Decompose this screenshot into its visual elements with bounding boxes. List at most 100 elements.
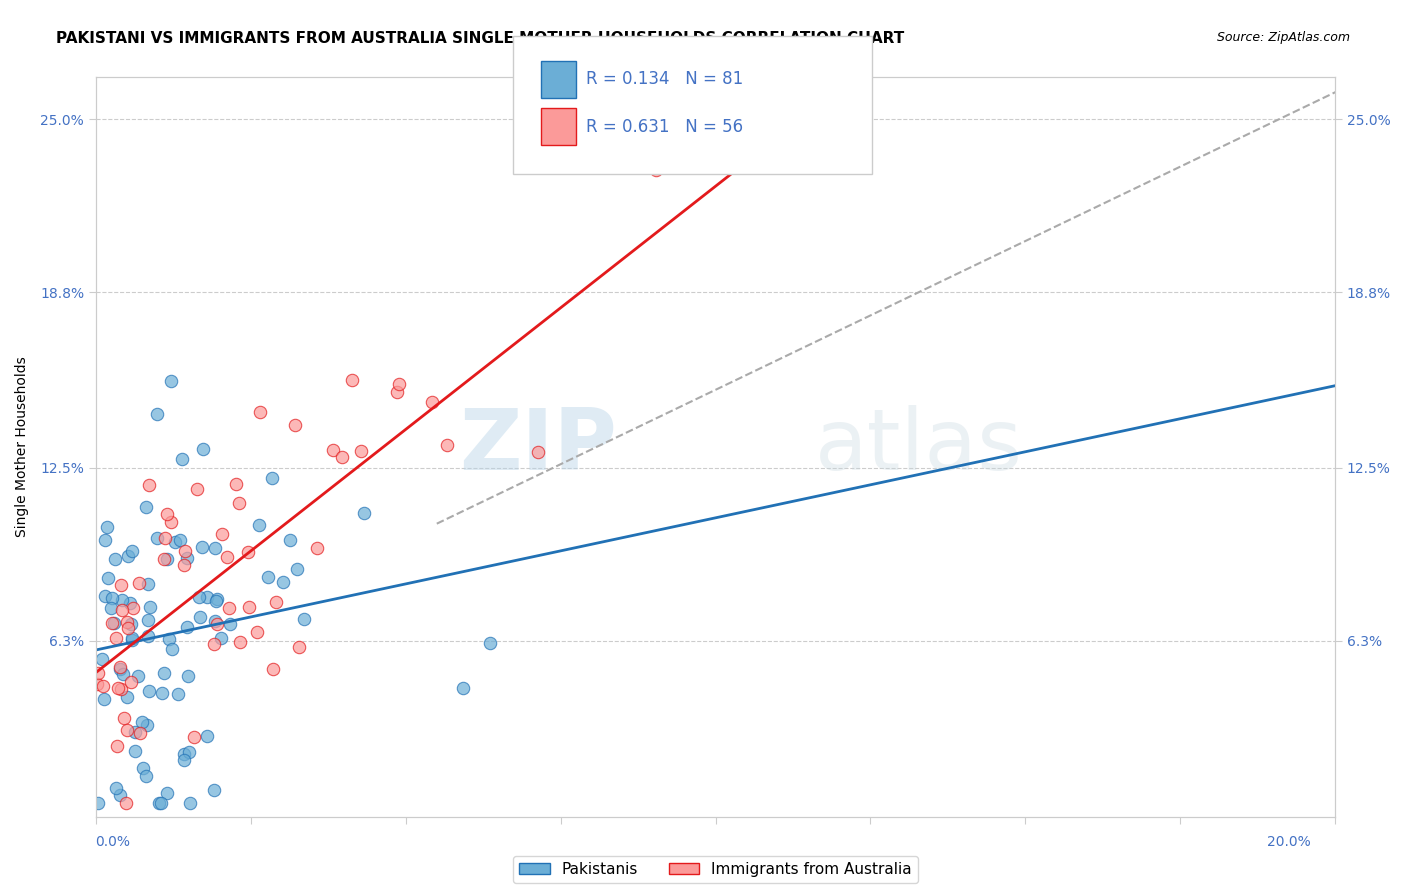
- Point: [170, 452, 193, 467]
- Point: [478, 636, 501, 650]
- Point: [124, 744, 146, 758]
- Text: ZIP: ZIP: [458, 406, 616, 489]
- Point: [340, 373, 363, 387]
- Point: [179, 796, 201, 810]
- Point: [94, 533, 117, 547]
- Point: [108, 789, 131, 803]
- Point: [169, 533, 191, 547]
- Point: [153, 552, 176, 566]
- Legend: Pakistanis, Immigrants from Australia: Pakistanis, Immigrants from Australia: [513, 855, 918, 883]
- Point: [135, 500, 157, 514]
- Point: [91, 679, 114, 693]
- Point: [120, 675, 142, 690]
- Point: [93, 692, 115, 706]
- Point: [388, 376, 411, 391]
- Point: [287, 640, 309, 655]
- Point: [121, 632, 143, 646]
- Point: [101, 591, 124, 606]
- Point: [173, 753, 195, 767]
- Point: [120, 616, 142, 631]
- Point: [138, 478, 160, 492]
- Point: [115, 796, 138, 810]
- Point: [260, 471, 283, 485]
- Point: [136, 629, 159, 643]
- Point: [117, 549, 139, 564]
- Text: R = 0.631   N = 56: R = 0.631 N = 56: [586, 118, 744, 136]
- Point: [105, 739, 128, 754]
- Point: [146, 407, 169, 421]
- Point: [127, 669, 149, 683]
- Point: [124, 725, 146, 739]
- Text: 20.0%: 20.0%: [1267, 835, 1310, 849]
- Point: [207, 592, 229, 607]
- Point: [111, 667, 134, 681]
- Point: [111, 592, 134, 607]
- Point: [167, 687, 190, 701]
- Point: [117, 621, 139, 635]
- Point: [177, 668, 200, 682]
- Point: [173, 544, 195, 558]
- Point: [292, 612, 315, 626]
- Text: Source: ZipAtlas.com: Source: ZipAtlas.com: [1216, 31, 1350, 45]
- Point: [202, 783, 225, 797]
- Point: [97, 571, 120, 585]
- Point: [157, 632, 180, 646]
- Point: [121, 543, 143, 558]
- Point: [211, 526, 233, 541]
- Point: [256, 569, 278, 583]
- Point: [173, 558, 195, 573]
- Point: [110, 577, 132, 591]
- Point: [204, 541, 226, 556]
- Point: [202, 637, 225, 651]
- Point: [436, 438, 458, 452]
- Point: [159, 374, 181, 388]
- Point: [645, 162, 668, 177]
- Point: [278, 533, 301, 547]
- Point: [305, 541, 328, 555]
- Point: [153, 665, 176, 680]
- Point: [238, 600, 260, 615]
- Point: [121, 633, 143, 648]
- Text: PAKISTANI VS IMMIGRANTS FROM AUSTRALIA SINGLE MOTHER HOUSEHOLDS CORRELATION CHAR: PAKISTANI VS IMMIGRANTS FROM AUSTRALIA S…: [56, 31, 904, 46]
- Point: [100, 600, 122, 615]
- Point: [195, 729, 218, 743]
- Point: [163, 534, 186, 549]
- Point: [160, 641, 183, 656]
- Point: [104, 552, 127, 566]
- Point: [155, 785, 177, 799]
- Point: [186, 482, 208, 496]
- Point: [249, 405, 271, 419]
- Point: [110, 682, 132, 697]
- Point: [86, 796, 108, 810]
- Point: [110, 660, 132, 674]
- Text: R = 0.134   N = 81: R = 0.134 N = 81: [586, 70, 744, 88]
- Point: [115, 723, 138, 738]
- Point: [228, 634, 250, 648]
- Point: [215, 550, 238, 565]
- Point: [135, 769, 157, 783]
- Point: [322, 442, 344, 457]
- Point: [207, 617, 229, 632]
- Point: [271, 575, 294, 590]
- Point: [148, 796, 170, 810]
- Point: [176, 620, 198, 634]
- Point: [152, 686, 174, 700]
- Point: [247, 518, 270, 533]
- Point: [118, 596, 141, 610]
- Point: [108, 662, 131, 676]
- Point: [136, 577, 159, 591]
- Point: [187, 590, 209, 604]
- Point: [105, 781, 128, 796]
- Point: [138, 684, 160, 698]
- Point: [132, 761, 155, 775]
- Point: [190, 610, 212, 624]
- Point: [86, 677, 108, 691]
- Point: [173, 747, 195, 762]
- Point: [264, 595, 287, 609]
- Point: [111, 603, 134, 617]
- Y-axis label: Single Mother Households: Single Mother Households: [15, 357, 30, 537]
- Point: [138, 613, 160, 627]
- Point: [149, 796, 172, 810]
- Point: [129, 725, 152, 739]
- Text: atlas: atlas: [814, 406, 1022, 489]
